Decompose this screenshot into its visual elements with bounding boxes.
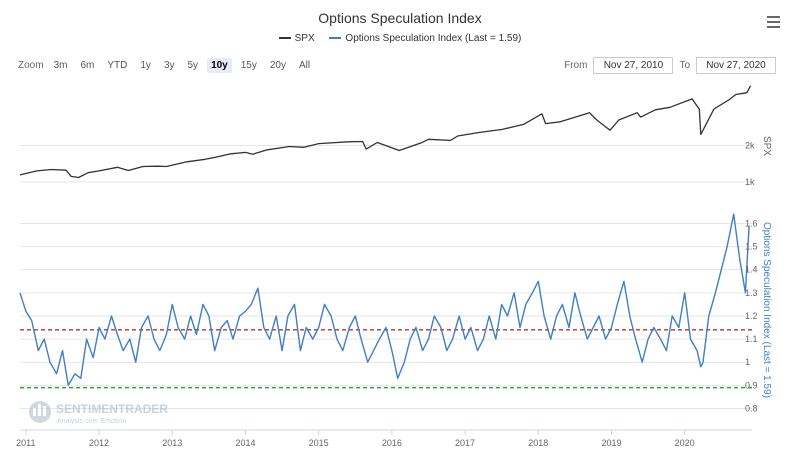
series-lines (19, 85, 752, 386)
watermark-name: SENTIMENTRADER (56, 402, 168, 416)
x-tick-label: 2019 (601, 438, 621, 448)
y-tick-label: 1k (745, 177, 755, 187)
osi-y-axis: 0.8 0.9 1 1.1 1.2 1.3 1.4 1.5 1.6 (745, 218, 758, 413)
zoom-button-3m[interactable]: 3m (53, 60, 68, 71)
legend-label-spx: SPX (294, 33, 315, 44)
spx-y-axis-title: SPX (761, 136, 772, 156)
x-tick-label: 2015 (309, 438, 329, 448)
y-tick-label: 1.4 (745, 265, 758, 275)
osi-y-axis-title: Options Speculation Index (Last = 1.59) (761, 222, 772, 398)
y-tick-label: 1.1 (745, 334, 758, 344)
watermark: SENTIMENTRADER Analysis over Emotion (29, 401, 168, 425)
legend: SPX Options Speculation Index (Last = 1.… (0, 33, 800, 44)
x-tick-label: 2011 (16, 438, 35, 448)
gridlines (20, 144, 752, 409)
x-tick-label: 2018 (528, 438, 548, 448)
zoom-button-10y[interactable]: 10y (207, 58, 232, 73)
y-tick-label: 0.8 (745, 403, 758, 413)
date-range: From Nov 27, 2010 To Nov 27, 2020 (564, 57, 782, 74)
zoom-button-3y[interactable]: 3y (163, 60, 175, 71)
x-tick-label: 2016 (382, 438, 402, 448)
watermark-tagline: Analysis over Emotion (57, 418, 126, 425)
x-tick-label: 2013 (162, 438, 182, 448)
legend-swatch-spx (278, 37, 291, 40)
from-label: From (564, 60, 588, 71)
y-tick-label: 2k (745, 140, 755, 150)
zoom-button-1y[interactable]: 1y (140, 60, 151, 71)
y-tick-label: 1 (745, 357, 750, 367)
legend-label-osi: Options Speculation Index (Last = 1.59) (345, 33, 522, 44)
zoom-button-ytd[interactable]: YTD (107, 60, 128, 71)
spx-y-axis: 1k 2k (745, 140, 755, 186)
zoom-selector: Zoom 3m 6m YTD 1y 3y 5y 10y 15y 20y All (18, 58, 319, 73)
y-tick-label: 1.3 (745, 288, 758, 298)
legend-swatch-osi (329, 37, 342, 40)
zoom-button-15y[interactable]: 15y (240, 60, 257, 71)
from-date-input[interactable]: Nov 27, 2010 (593, 57, 674, 74)
zoom-label: Zoom (18, 60, 44, 71)
y-tick-label: 0.9 (745, 380, 758, 390)
legend-item-osi[interactable]: Options Speculation Index (Last = 1.59) (329, 33, 521, 44)
osi-series-line (19, 213, 750, 386)
hamburger-menu-icon[interactable] (767, 16, 780, 28)
zoom-button-20y[interactable]: 20y (269, 60, 286, 71)
x-tick-label: 2012 (89, 438, 109, 448)
chart-title: Options Speculation Index (318, 10, 482, 26)
y-tick-label: 1.2 (745, 311, 758, 321)
to-date-input[interactable]: Nov 27, 2020 (696, 57, 776, 74)
x-tick-label: 2020 (675, 438, 695, 448)
x-tick-label: 2014 (235, 438, 255, 448)
zoom-button-5y[interactable]: 5y (187, 60, 199, 71)
to-label: To (679, 60, 690, 71)
zoom-button-all[interactable]: All (299, 60, 311, 71)
zoom-button-6m[interactable]: 6m (80, 60, 95, 71)
y-tick-label: 1.6 (745, 218, 758, 228)
spx-series-line (19, 85, 752, 179)
y-tick-label: 1.5 (745, 242, 758, 252)
x-tick-label: 2017 (455, 438, 475, 448)
x-axis: 2011 2012 2013 2014 2015 2016 2017 2018 2019 2020 (16, 429, 752, 448)
legend-item-spx[interactable]: SPX (278, 33, 315, 44)
